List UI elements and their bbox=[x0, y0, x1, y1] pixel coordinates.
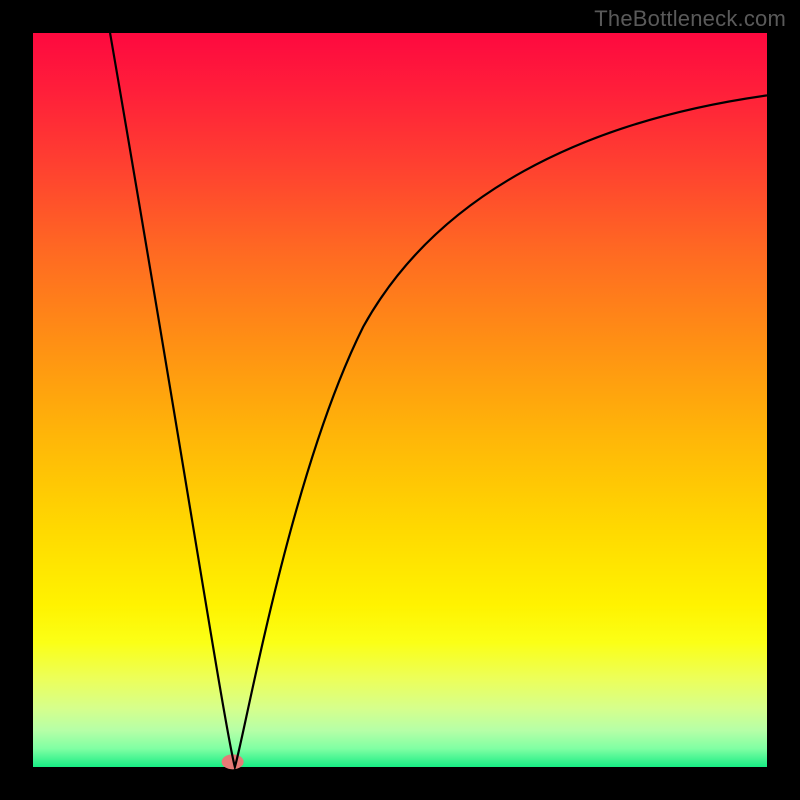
bottleneck-chart bbox=[0, 0, 800, 800]
chart-frame: TheBottleneck.com bbox=[0, 0, 800, 800]
plot-background bbox=[33, 33, 767, 767]
watermark-text: TheBottleneck.com bbox=[594, 6, 786, 32]
